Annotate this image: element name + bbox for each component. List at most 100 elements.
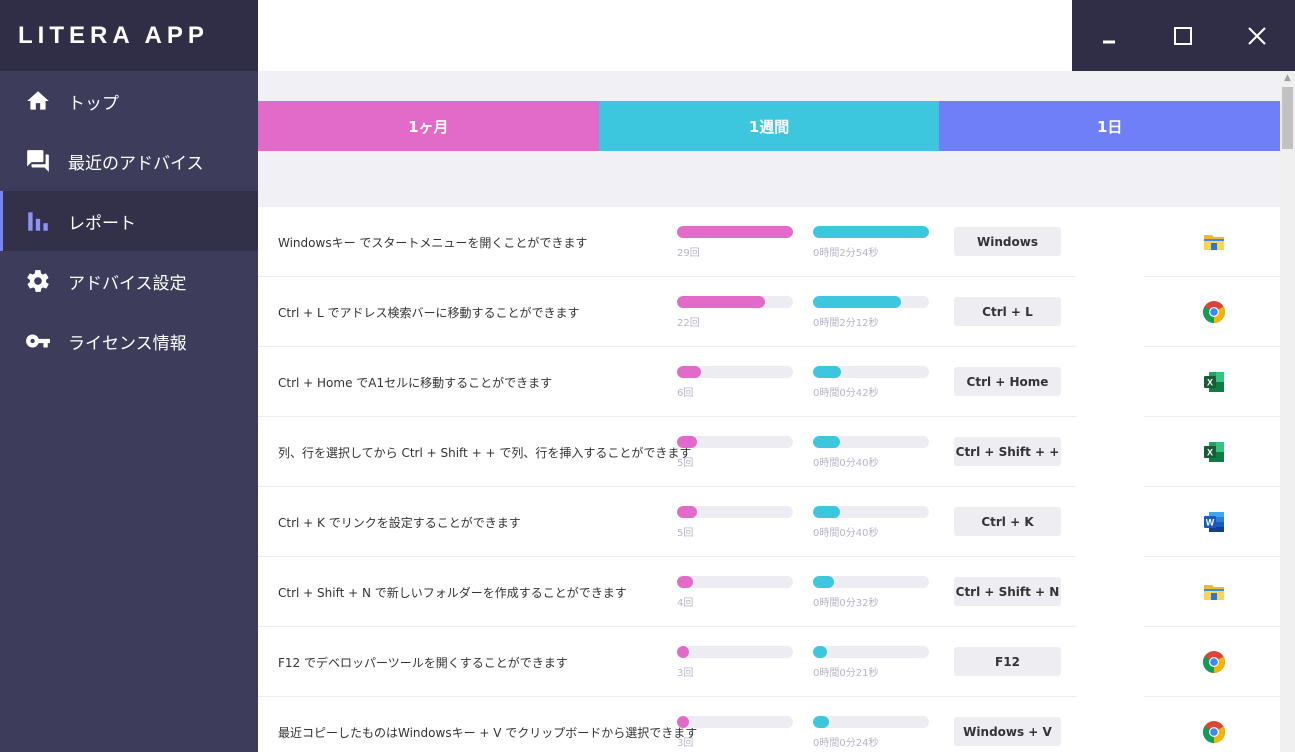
week-time-saved: 0時間2分54秒 xyxy=(813,248,879,259)
week-time-fill xyxy=(813,716,830,728)
key-icon xyxy=(24,327,52,355)
shortcut-key-button[interactable]: Ctrl + K xyxy=(954,507,1061,536)
excel-app-icon: X xyxy=(1201,370,1227,394)
row-divider xyxy=(1144,276,1280,277)
sidebar-item-report[interactable]: レポート xyxy=(0,191,258,251)
minimize-button[interactable] xyxy=(1072,0,1146,71)
month-usage-bar xyxy=(677,366,793,378)
row-divider xyxy=(258,276,1076,277)
month-usage-bar xyxy=(677,646,793,658)
shortcut-key-button[interactable]: Ctrl + L xyxy=(954,297,1061,326)
scroll-thumb[interactable] xyxy=(1282,87,1293,149)
month-usage-bar xyxy=(677,506,793,518)
week-time-bar xyxy=(813,576,929,588)
sidebar-item-license[interactable]: ライセンス情報 xyxy=(0,311,258,371)
week-time-saved: 0時間0分42秒 xyxy=(813,388,879,399)
list-item: Ctrl + L でアドレス検索バーに移動することができます 22回 0時間2分… xyxy=(258,277,1280,347)
month-usage-count: 3回 xyxy=(677,668,694,679)
sidebar-item-advice-settings[interactable]: アドバイス設定 xyxy=(0,251,258,311)
week-time-saved: 0時間0分24秒 xyxy=(813,738,879,749)
month-usage-bar xyxy=(677,576,793,588)
month-usage-fill xyxy=(677,366,702,378)
shortcut-key-button[interactable]: Ctrl + Shift + N xyxy=(954,577,1061,606)
row-divider xyxy=(1144,486,1280,487)
month-usage-count: 29回 xyxy=(677,248,700,259)
advice-description: 最近コピーしたものはWindowsキー + V でクリップボードから選択できます xyxy=(278,725,698,740)
month-usage-count: 3回 xyxy=(677,738,694,749)
vertical-scrollbar[interactable]: ▲ xyxy=(1280,71,1295,752)
chat-icon xyxy=(24,147,52,175)
month-usage-fill xyxy=(677,226,793,238)
month-usage-fill xyxy=(677,716,689,728)
shortcut-key-button[interactable]: Ctrl + Home xyxy=(954,367,1061,396)
week-time-fill xyxy=(813,296,902,308)
row-divider xyxy=(1144,696,1280,697)
list-item: Windowsキー でスタートメニューを開くことができます 29回 0時間2分5… xyxy=(258,207,1280,277)
period-tabs: 1ヶ月 1週間 1日 xyxy=(258,101,1280,151)
row-divider xyxy=(258,346,1076,347)
advice-description: F12 でデベロッパーツールを開くすることができます xyxy=(278,655,568,670)
svg-text:W: W xyxy=(1206,518,1215,528)
maximize-icon xyxy=(1174,26,1192,45)
week-time-saved: 0時間0分21秒 xyxy=(813,668,879,679)
scroll-up-icon[interactable]: ▲ xyxy=(1284,73,1291,83)
window-controls xyxy=(1072,0,1295,71)
report-panel: 1ヶ月 1週間 1日 Windowsキー でスタートメニューを開くことができます… xyxy=(258,71,1280,752)
week-time-fill xyxy=(813,436,840,448)
tab-1-month[interactable]: 1ヶ月 xyxy=(258,101,599,151)
month-usage-bar xyxy=(677,296,793,308)
sidebar-item-recent-advice[interactable]: 最近のアドバイス xyxy=(0,131,258,191)
week-time-bar xyxy=(813,296,929,308)
month-usage-count: 4回 xyxy=(677,598,694,609)
excel-app-icon: X xyxy=(1201,440,1227,464)
row-divider xyxy=(258,696,1076,697)
month-usage-count: 22回 xyxy=(677,318,700,329)
advice-description: Windowsキー でスタートメニューを開くことができます xyxy=(278,235,588,250)
shortcut-key-button[interactable]: Windows + V xyxy=(954,717,1061,746)
list-item: Ctrl + Home でA1セルに移動することができます 6回 0時間0分42… xyxy=(258,347,1280,417)
chrome-app-icon xyxy=(1201,300,1227,324)
app-title: LITERA APP xyxy=(0,0,258,71)
row-divider xyxy=(1144,416,1280,417)
row-divider xyxy=(1144,626,1280,627)
chrome-app-icon xyxy=(1201,650,1227,674)
sidebar-item-label: トップ xyxy=(68,93,119,114)
row-divider xyxy=(258,556,1076,557)
tab-1-day[interactable]: 1日 xyxy=(939,101,1280,151)
sidebar-item-label: ライセンス情報 xyxy=(68,333,187,354)
month-usage-fill xyxy=(677,296,766,308)
gear-icon xyxy=(24,267,52,295)
advice-description: Ctrl + K でリンクを設定することができます xyxy=(278,515,521,530)
shortcut-report-list: Windowsキー でスタートメニューを開くことができます 29回 0時間2分5… xyxy=(258,207,1280,752)
title-bar xyxy=(258,0,1295,71)
chrome-app-icon xyxy=(1201,720,1227,744)
sidebar-item-top[interactable]: トップ xyxy=(0,71,258,131)
week-time-bar xyxy=(813,436,929,448)
svg-text:X: X xyxy=(1207,378,1213,388)
explorer-app-icon xyxy=(1201,230,1227,254)
tab-1-week[interactable]: 1週間 xyxy=(598,101,940,151)
explorer-app-icon xyxy=(1201,580,1227,604)
shortcut-key-button[interactable]: F12 xyxy=(954,647,1061,676)
row-divider xyxy=(258,416,1076,417)
week-time-bar xyxy=(813,366,929,378)
month-usage-bar xyxy=(677,436,793,448)
close-icon xyxy=(1248,26,1266,45)
shortcut-key-button[interactable]: Ctrl + Shift + + xyxy=(954,437,1061,466)
close-button[interactable] xyxy=(1220,0,1294,71)
month-usage-count: 5回 xyxy=(677,458,694,469)
row-divider xyxy=(258,626,1076,627)
shortcut-key-button[interactable]: Windows xyxy=(954,227,1061,256)
week-time-saved: 0時間0分40秒 xyxy=(813,458,879,469)
month-usage-fill xyxy=(677,646,689,658)
list-item: 最近コピーしたものはWindowsキー + V でクリップボードから選択できます… xyxy=(258,697,1280,752)
minimize-icon xyxy=(1103,40,1115,43)
sidebar-item-label: レポート xyxy=(68,213,136,234)
maximize-button[interactable] xyxy=(1146,0,1220,71)
list-item: Ctrl + K でリンクを設定することができます 5回 0時間0分40秒 Ct… xyxy=(258,487,1280,557)
list-item: 列、行を選択してから Ctrl + Shift + + で列、行を挿入することが… xyxy=(258,417,1280,487)
month-usage-bar xyxy=(677,716,793,728)
week-time-fill xyxy=(813,366,841,378)
week-time-fill xyxy=(813,646,827,658)
week-time-fill xyxy=(813,226,929,238)
